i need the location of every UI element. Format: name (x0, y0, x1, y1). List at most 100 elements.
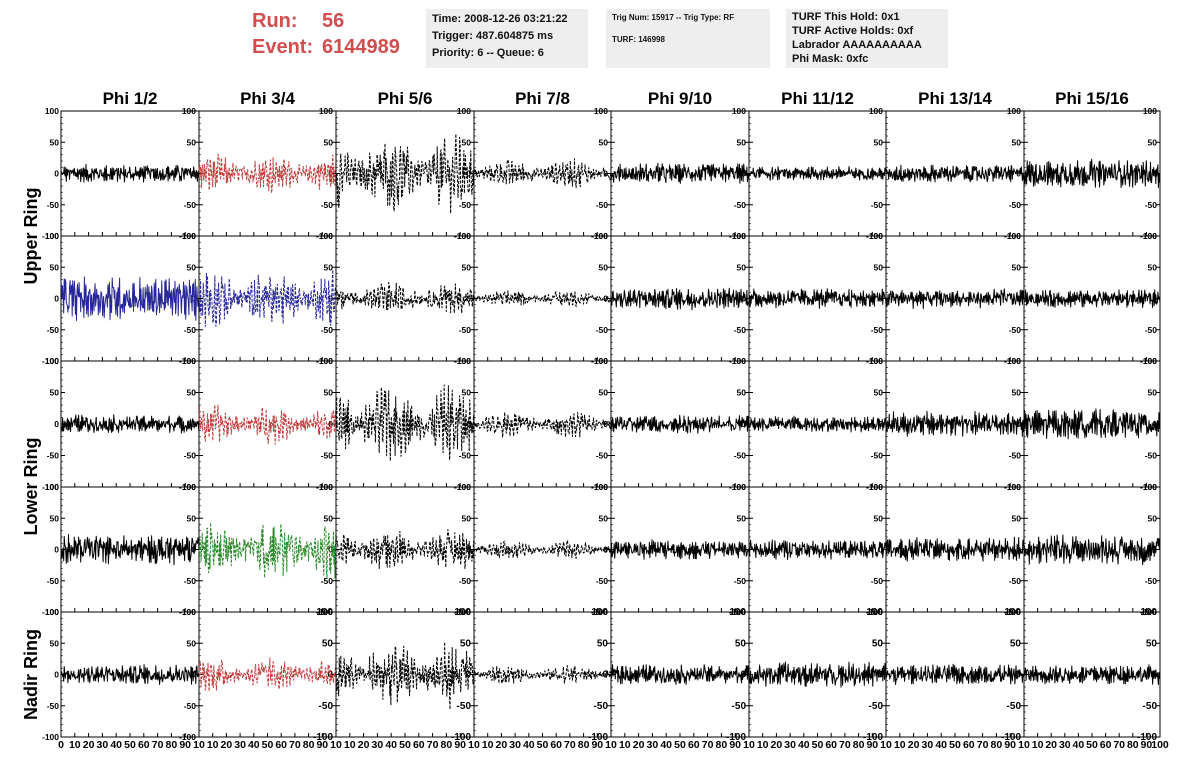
y-tick-label: 50 (324, 137, 334, 147)
y-tick-label-left: -50 (47, 451, 60, 461)
y-tick-label-left: 0 (54, 419, 59, 429)
waveform-trace (1023, 158, 1161, 189)
y-tick-label: -50 (457, 701, 472, 712)
x-tick-label: 10 (193, 739, 205, 751)
y-tick-label: 100 (869, 356, 883, 366)
y-tick-label: -50 (871, 200, 884, 210)
y-tick-label: 100 (591, 607, 608, 618)
y-tick-label: 50 (1012, 513, 1022, 523)
y-tick-label: 100 (732, 231, 746, 241)
y-tick-label-left: -50 (47, 576, 60, 586)
y-tick-label-left: 100 (45, 106, 59, 116)
y-tick-label: -50 (459, 325, 472, 335)
waveform-trace (473, 411, 612, 438)
y-tick-label: 50 (872, 638, 884, 649)
y-tick-label: -50 (184, 200, 197, 210)
priority-queue-text: Priority: 6 -- Queue: 6 (432, 47, 544, 59)
x-tick-label: 80 (578, 739, 590, 751)
y-tick-label: 100 (1143, 231, 1157, 241)
y-tick-label: 100 (457, 482, 471, 492)
x-tick-label: 80 (853, 739, 865, 751)
panel-frame (198, 360, 337, 488)
y-tick-label-left: 100 (45, 231, 59, 241)
y-tick-label: 100 (182, 106, 196, 116)
y-tick-label: 100 (454, 607, 471, 618)
waveform-trace (885, 288, 1025, 310)
x-tick-label: 20 (496, 739, 508, 751)
waveform-trace (60, 163, 200, 183)
y-tick-label: -100 (726, 732, 746, 743)
x-tick-label: 50 (262, 739, 274, 751)
x-tick-label: 20 (221, 739, 233, 751)
y-tick-label: 50 (737, 388, 747, 398)
x-tick-label: 60 (138, 739, 150, 751)
x-tick-label: 20 (633, 739, 645, 751)
x-tick-label: 20 (83, 739, 95, 751)
x-tick-label: 40 (385, 739, 397, 751)
waveform-trace (1023, 534, 1161, 566)
waveform-trace (885, 410, 1025, 437)
x-tick-label: 60 (275, 739, 287, 751)
y-tick-label: 50 (324, 388, 334, 398)
y-tick-label: -100 (1137, 732, 1157, 743)
x-tick-label: 50 (1086, 739, 1098, 751)
x-tick-label: 90 (1141, 739, 1153, 751)
waveform-trace (748, 415, 887, 433)
x-tick-label: 90 (316, 739, 328, 751)
y-tick-label: 0 (741, 419, 746, 429)
x-tick-label: 30 (509, 739, 521, 751)
y-tick-label: 50 (187, 513, 197, 523)
y-tick-label: 100 (319, 356, 333, 366)
y-tick-label: -50 (869, 701, 884, 712)
turf-text: TURF: 146998 (612, 35, 665, 44)
y-tick-label: -50 (596, 576, 609, 586)
x-tick-label: 20 (908, 739, 920, 751)
x-tick-label: 50 (399, 739, 411, 751)
x-tick-label: 40 (798, 739, 810, 751)
x-tick-label: 10 (330, 739, 342, 751)
y-tick-label: -50 (1009, 576, 1022, 586)
y-tick-label: 100 (319, 482, 333, 492)
y-tick-label: 100 (1007, 231, 1021, 241)
y-tick-label-left: -100 (42, 482, 59, 492)
y-tick-label: 0 (465, 670, 471, 681)
y-tick-label: -50 (1145, 451, 1158, 461)
y-tick-label: -50 (594, 701, 609, 712)
y-tick-label: 50 (187, 137, 197, 147)
column-title-7: Phi 13/14 (918, 89, 992, 108)
y-tick-label: -50 (734, 325, 747, 335)
y-tick-label: 0 (603, 294, 608, 304)
panel-frame (473, 360, 612, 488)
y-tick-label: 50 (874, 137, 884, 147)
y-tick-label: -50 (734, 451, 747, 461)
y-tick-label-left: 100 (45, 356, 59, 366)
timing-info-box: Time: 2008-12-26 03:21:22 Trigger: 487.6… (426, 9, 588, 68)
y-tick-label: 50 (1148, 513, 1158, 523)
x-tick-label: 60 (963, 739, 975, 751)
x-tick-label: 40 (110, 739, 122, 751)
x-tick-label: 90 (179, 739, 191, 751)
waveform-trace (610, 162, 750, 184)
y-tick-label: -50 (734, 576, 747, 586)
y-tick-label: 100 (1143, 106, 1157, 116)
x-tick-label: 70 (564, 739, 576, 751)
x-tick-label: 30 (234, 739, 246, 751)
y-tick-label: 50 (599, 513, 609, 523)
y-tick-label: 0 (741, 294, 746, 304)
row-label-nadir-ring: Nadir Ring (21, 629, 41, 720)
